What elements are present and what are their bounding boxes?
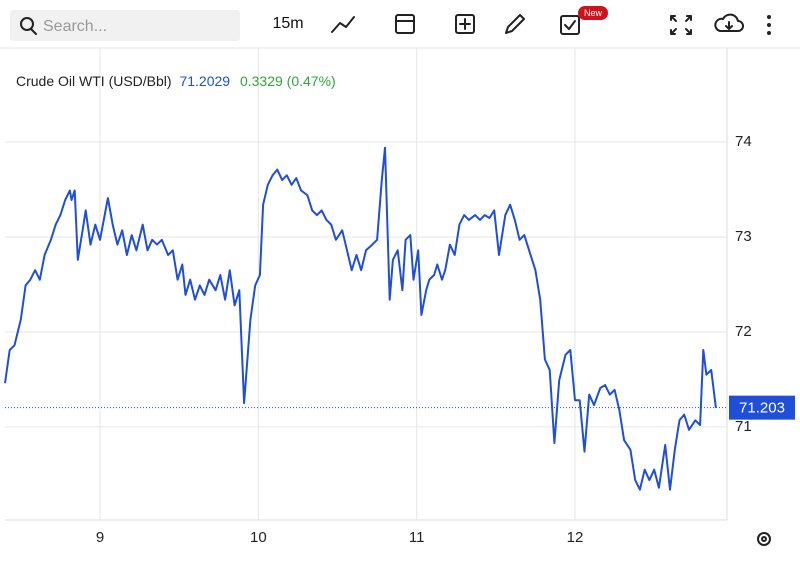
grid [5,48,727,520]
calendar-icon[interactable] [395,14,415,34]
x-tick-label: 11 [409,529,425,546]
y-tick-label: 72 [735,323,752,340]
settings-icon[interactable] [757,532,771,546]
draw-icon[interactable] [505,14,525,34]
plot [4,146,727,491]
y-tick-label: 74 [735,133,752,150]
download-icon[interactable] [714,13,744,32]
events-icon[interactable] [560,15,580,35]
search-box[interactable] [10,10,240,41]
fullscreen-icon[interactable] [670,15,692,35]
search-icon-handle [30,28,37,35]
menu-dot [767,23,771,27]
gear [757,532,771,546]
new-badge [578,6,608,20]
y-tick-label: 73 [735,228,752,245]
plus-sign [459,18,471,30]
x-tick-label: 9 [96,529,104,546]
instrument-name: Crude Oil WTI (USD/Bbl) [16,73,172,89]
last-price: 71.2029 [179,73,230,89]
price-line [4,146,717,491]
search-placeholder[interactable]: Search... [43,18,107,35]
legend-header: Crude Oil WTI (USD/Bbl) 71.2029 0.3329 (… [16,73,336,89]
interval-button[interactable]: 15m [272,15,303,32]
chart-type-icon[interactable] [331,16,355,33]
menu-dot[interactable] [767,15,771,19]
last-price-label: 71.203 [739,400,785,417]
new-badge-text: New [584,8,603,18]
x-tick-label: 10 [250,529,267,546]
last-price-box [729,395,795,420]
x-tick-label: 12 [567,529,584,546]
y-tick-label: 71 [735,418,752,435]
check-mark [564,20,576,30]
gear-hub [761,536,767,542]
download-arrow [725,21,733,30]
add-indicator-icon[interactable] [455,14,475,34]
menu-dot [767,31,771,35]
search-icon [20,17,34,31]
price-change: 0.3329 (0.47%) [240,73,336,89]
